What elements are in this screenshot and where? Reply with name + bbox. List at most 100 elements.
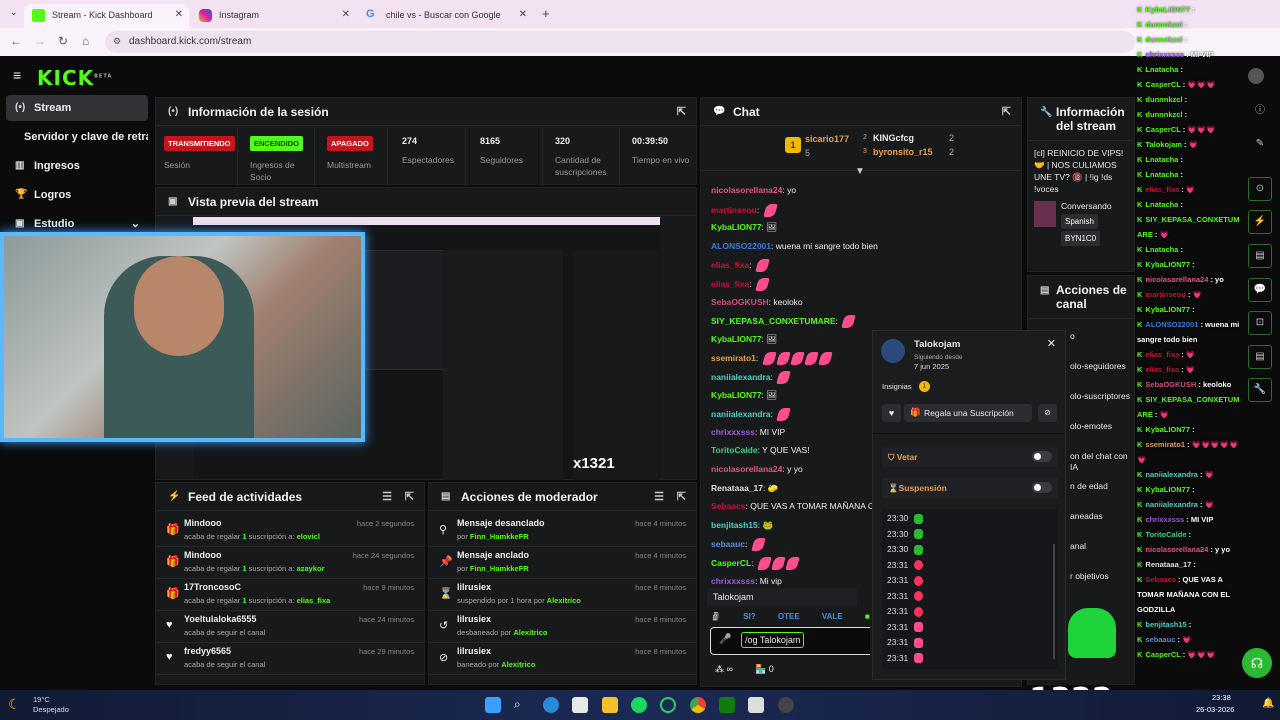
chat-username[interactable]: SebaOGKUSH [711,296,769,307]
chat-message[interactable]: naniialexandra: [711,408,792,422]
sidebar-item-logros[interactable]: 🏆 Logros [6,182,148,208]
emote-4[interactable]: VALE [821,612,843,621]
channel-icon[interactable]: ▤ [1248,345,1272,369]
item-name[interactable]: fredyy6565 [184,646,232,656]
chat-message[interactable]: KybaLION77: 🖼 [711,390,777,401]
chat-message[interactable]: SIY_KEPASA_CONXETUMARE: [711,315,857,329]
list-item[interactable]: ⊘ lilrusiex baneado por Alexitrico hace 8 m… [429,643,696,675]
item-name[interactable]: lilrusiex [457,614,492,624]
chat-message[interactable]: nicolasorellana24: yo [711,185,796,195]
chat-username[interactable]: elias_fixa [711,260,750,271]
list-item[interactable]: 📌 Mensaje anclado por Finn_HamkkeFR hace 4 … [429,547,696,579]
chat-input[interactable]: /og Talokojam [741,632,805,648]
chrome-icon[interactable] [690,697,706,713]
emote-5[interactable]: ■ [864,612,870,621]
channel-action-item[interactable]: aneadas [1070,511,1103,521]
item-name[interactable]: Mensaje desanclado [457,518,545,528]
list-item[interactable]: 🎁 Mindooo acaba de regalar 1 suscripción a… [156,547,424,579]
chat-message[interactable]: KybaLION77: 🖼 [711,222,777,233]
item-name[interactable]: Mensaje anclado [457,550,530,560]
popout-icon[interactable]: ⇱ [1001,106,1011,118]
close-tab-icon[interactable]: ✕ [518,9,527,20]
list-item[interactable]: 🎁 17TroncosoC acaba de regalar 1 suscripci… [156,579,424,611]
chat-message[interactable]: nicolasorellana24: y yo [711,464,803,474]
target-user[interactable]: Alexitrico [513,628,548,637]
info-icon[interactable]: ⓘ [1255,105,1265,116]
file-explorer-icon[interactable] [602,697,618,713]
list-item[interactable]: ⚲ Mensaje desanclado por Finn_HamkkeFR hace… [429,515,696,547]
xbox-icon[interactable] [719,697,735,713]
item-name[interactable]: Yoeltulaloka6555 [184,614,257,624]
chat-username[interactable]: naniialexandra [711,371,771,382]
forward-icon[interactable]: → [34,34,46,48]
profile-avatar[interactable] [1248,68,1264,84]
chat-username[interactable]: ToritoCalde [711,445,758,456]
gift-sub-button[interactable]: 🎁 Regala una Suscripción [904,404,1032,422]
target-user[interactable]: Finn_HamkkeFR [469,532,529,541]
spotify-icon[interactable] [631,697,647,713]
channel-action-item[interactable]: n de edad [1070,481,1108,491]
chat-message[interactable]: sebaauc: [711,538,766,552]
whatsapp-icon[interactable] [660,697,676,713]
chat-message[interactable]: ALONSO22001: wuena mi sangre todo bien [711,241,878,251]
chat-username[interactable]: naniialexandra [711,408,771,419]
channel-action-item[interactable]: r objetivos [1070,571,1109,581]
sidebar-item-ingresos[interactable]: ▥ Ingresos [6,153,148,179]
chat-username[interactable]: benjitash15 [711,519,758,530]
channel-action-item[interactable]: o [1070,331,1075,341]
leaderboard-name[interactable]: sicario177 [805,134,850,144]
back-icon[interactable]: ← [10,34,22,48]
target-user[interactable]: Alexitrico [501,660,536,669]
chat-username[interactable]: martinseou [711,204,757,215]
search-icon[interactable]: ⌕ [514,697,521,711]
target-user[interactable]: Finn_HamkkeFR [469,564,529,573]
filter-icon[interactable]: ☰ [382,491,392,503]
chat-message[interactable]: CasperCL: [711,557,800,570]
bolt-icon[interactable]: ⚡ [1248,210,1272,234]
close-tab-icon[interactable]: ✕ [174,9,183,20]
chat-username[interactable]: chrixxxsss [711,426,755,437]
scrollbar[interactable] [1053,544,1055,659]
chat-input-box[interactable]: 🎤 /og Talokojam [710,627,870,655]
filter-icon[interactable]: ☰ [654,491,664,503]
chat-username[interactable]: Sebaacs [711,501,746,512]
chat-message[interactable]: benjitash15: 🐸 [711,520,773,531]
windows-start-icon[interactable] [485,697,501,713]
chat-username[interactable]: ssemirato1 [711,353,756,364]
chat-username[interactable]: KybaLION77 [711,222,762,233]
tab-kick-dashboard[interactable]: Stream - Kick Dashboard ✕ [24,4,189,28]
chat-username[interactable]: nicolasorellana24 [711,185,783,195]
emote-3[interactable]: OTEE [777,612,800,621]
store-button[interactable]: 🏪 0 [755,664,774,675]
pencil-icon[interactable]: ✎ [1255,138,1265,149]
category-name[interactable]: Conversando [1061,201,1112,211]
notification-icon[interactable]: 🔔 [1262,698,1275,709]
item-name[interactable]: lilrusiex [457,646,492,656]
chat-username[interactable]: ALONSO22001 [711,240,771,251]
item-name[interactable]: Mindooo [184,550,222,560]
list-item[interactable]: ↺ lilrusiex desbaneado por Alexitrico hace … [429,611,696,643]
emote-2[interactable]: SI? [743,612,756,621]
tag[interactable]: BYN1C0 [1061,231,1101,246]
follow-heart-button[interactable]: ♥ [882,404,901,422]
chat-message[interactable]: ssemirato1: [711,352,833,366]
veto-toggle[interactable] [1032,451,1052,462]
list-item[interactable]: ⌛ lilrusiex suspendido por 1 hora por Alex… [429,579,696,611]
chat-message[interactable]: Sebaacs: QUE VAS A TOMAR MAÑANA C [711,501,874,511]
channel-action-item[interactable]: olo-seguidores [1070,361,1126,371]
chat-username[interactable]: sebaauc [711,539,746,550]
site-settings-icon[interactable]: ⚙ [113,36,122,46]
reload-icon[interactable]: ↻ [58,34,69,48]
app-icon[interactable] [748,697,764,713]
sidebar-item-stream[interactable]: (•) Stream [6,95,148,121]
item-name[interactable]: Mindooo [184,518,222,528]
chat-message[interactable]: chrixxxsss: Mi vip [711,576,782,586]
edge-icon[interactable] [543,697,559,713]
chat-message[interactable]: ToritoCalde: Y QUE VAS! [711,445,810,455]
chat-message[interactable]: KybaLION77: 🖼 [711,334,777,345]
channel-action-item[interactable]: on del chat con IA [1070,451,1128,472]
tag[interactable]: Spanish [1061,214,1098,229]
close-icon[interactable]: ✕ [1046,338,1056,350]
popout-icon[interactable]: ⇱ [676,491,686,503]
